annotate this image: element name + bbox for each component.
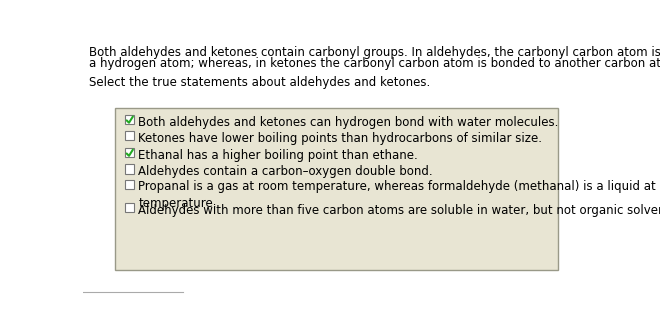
- Text: Ethanal has a higher boiling point than ethane.: Ethanal has a higher boiling point than …: [139, 149, 418, 162]
- Text: Both aldehydes and ketones can hydrogen bond with water molecules.: Both aldehydes and ketones can hydrogen …: [139, 116, 558, 129]
- Bar: [125, 131, 135, 140]
- Bar: [125, 148, 135, 157]
- Bar: [125, 164, 135, 173]
- Text: Aldehydes with more than five carbon atoms are soluble in water, but not organic: Aldehydes with more than five carbon ato…: [139, 204, 660, 217]
- Text: a hydrogen atom; whereas, in ketones the carbonyl carbon atom is bonded to anoth: a hydrogen atom; whereas, in ketones the…: [88, 57, 660, 70]
- Bar: [125, 203, 135, 212]
- Bar: [125, 180, 135, 189]
- Bar: [125, 115, 135, 124]
- Text: Select the true statements about aldehydes and ketones.: Select the true statements about aldehyd…: [88, 76, 430, 89]
- Text: Propanal is a gas at room temperature, whereas formaldehyde (methanal) is a liqu: Propanal is a gas at room temperature, w…: [139, 180, 660, 210]
- Text: Aldehydes contain a carbon–oxygen double bond.: Aldehydes contain a carbon–oxygen double…: [139, 165, 433, 178]
- Bar: [115, 108, 558, 270]
- Text: Ketones have lower boiling points than hydrocarbons of similar size.: Ketones have lower boiling points than h…: [139, 132, 543, 145]
- Text: Both aldehydes and ketones contain carbonyl groups. In aldehydes, the carbonyl c: Both aldehydes and ketones contain carbo…: [88, 46, 660, 59]
